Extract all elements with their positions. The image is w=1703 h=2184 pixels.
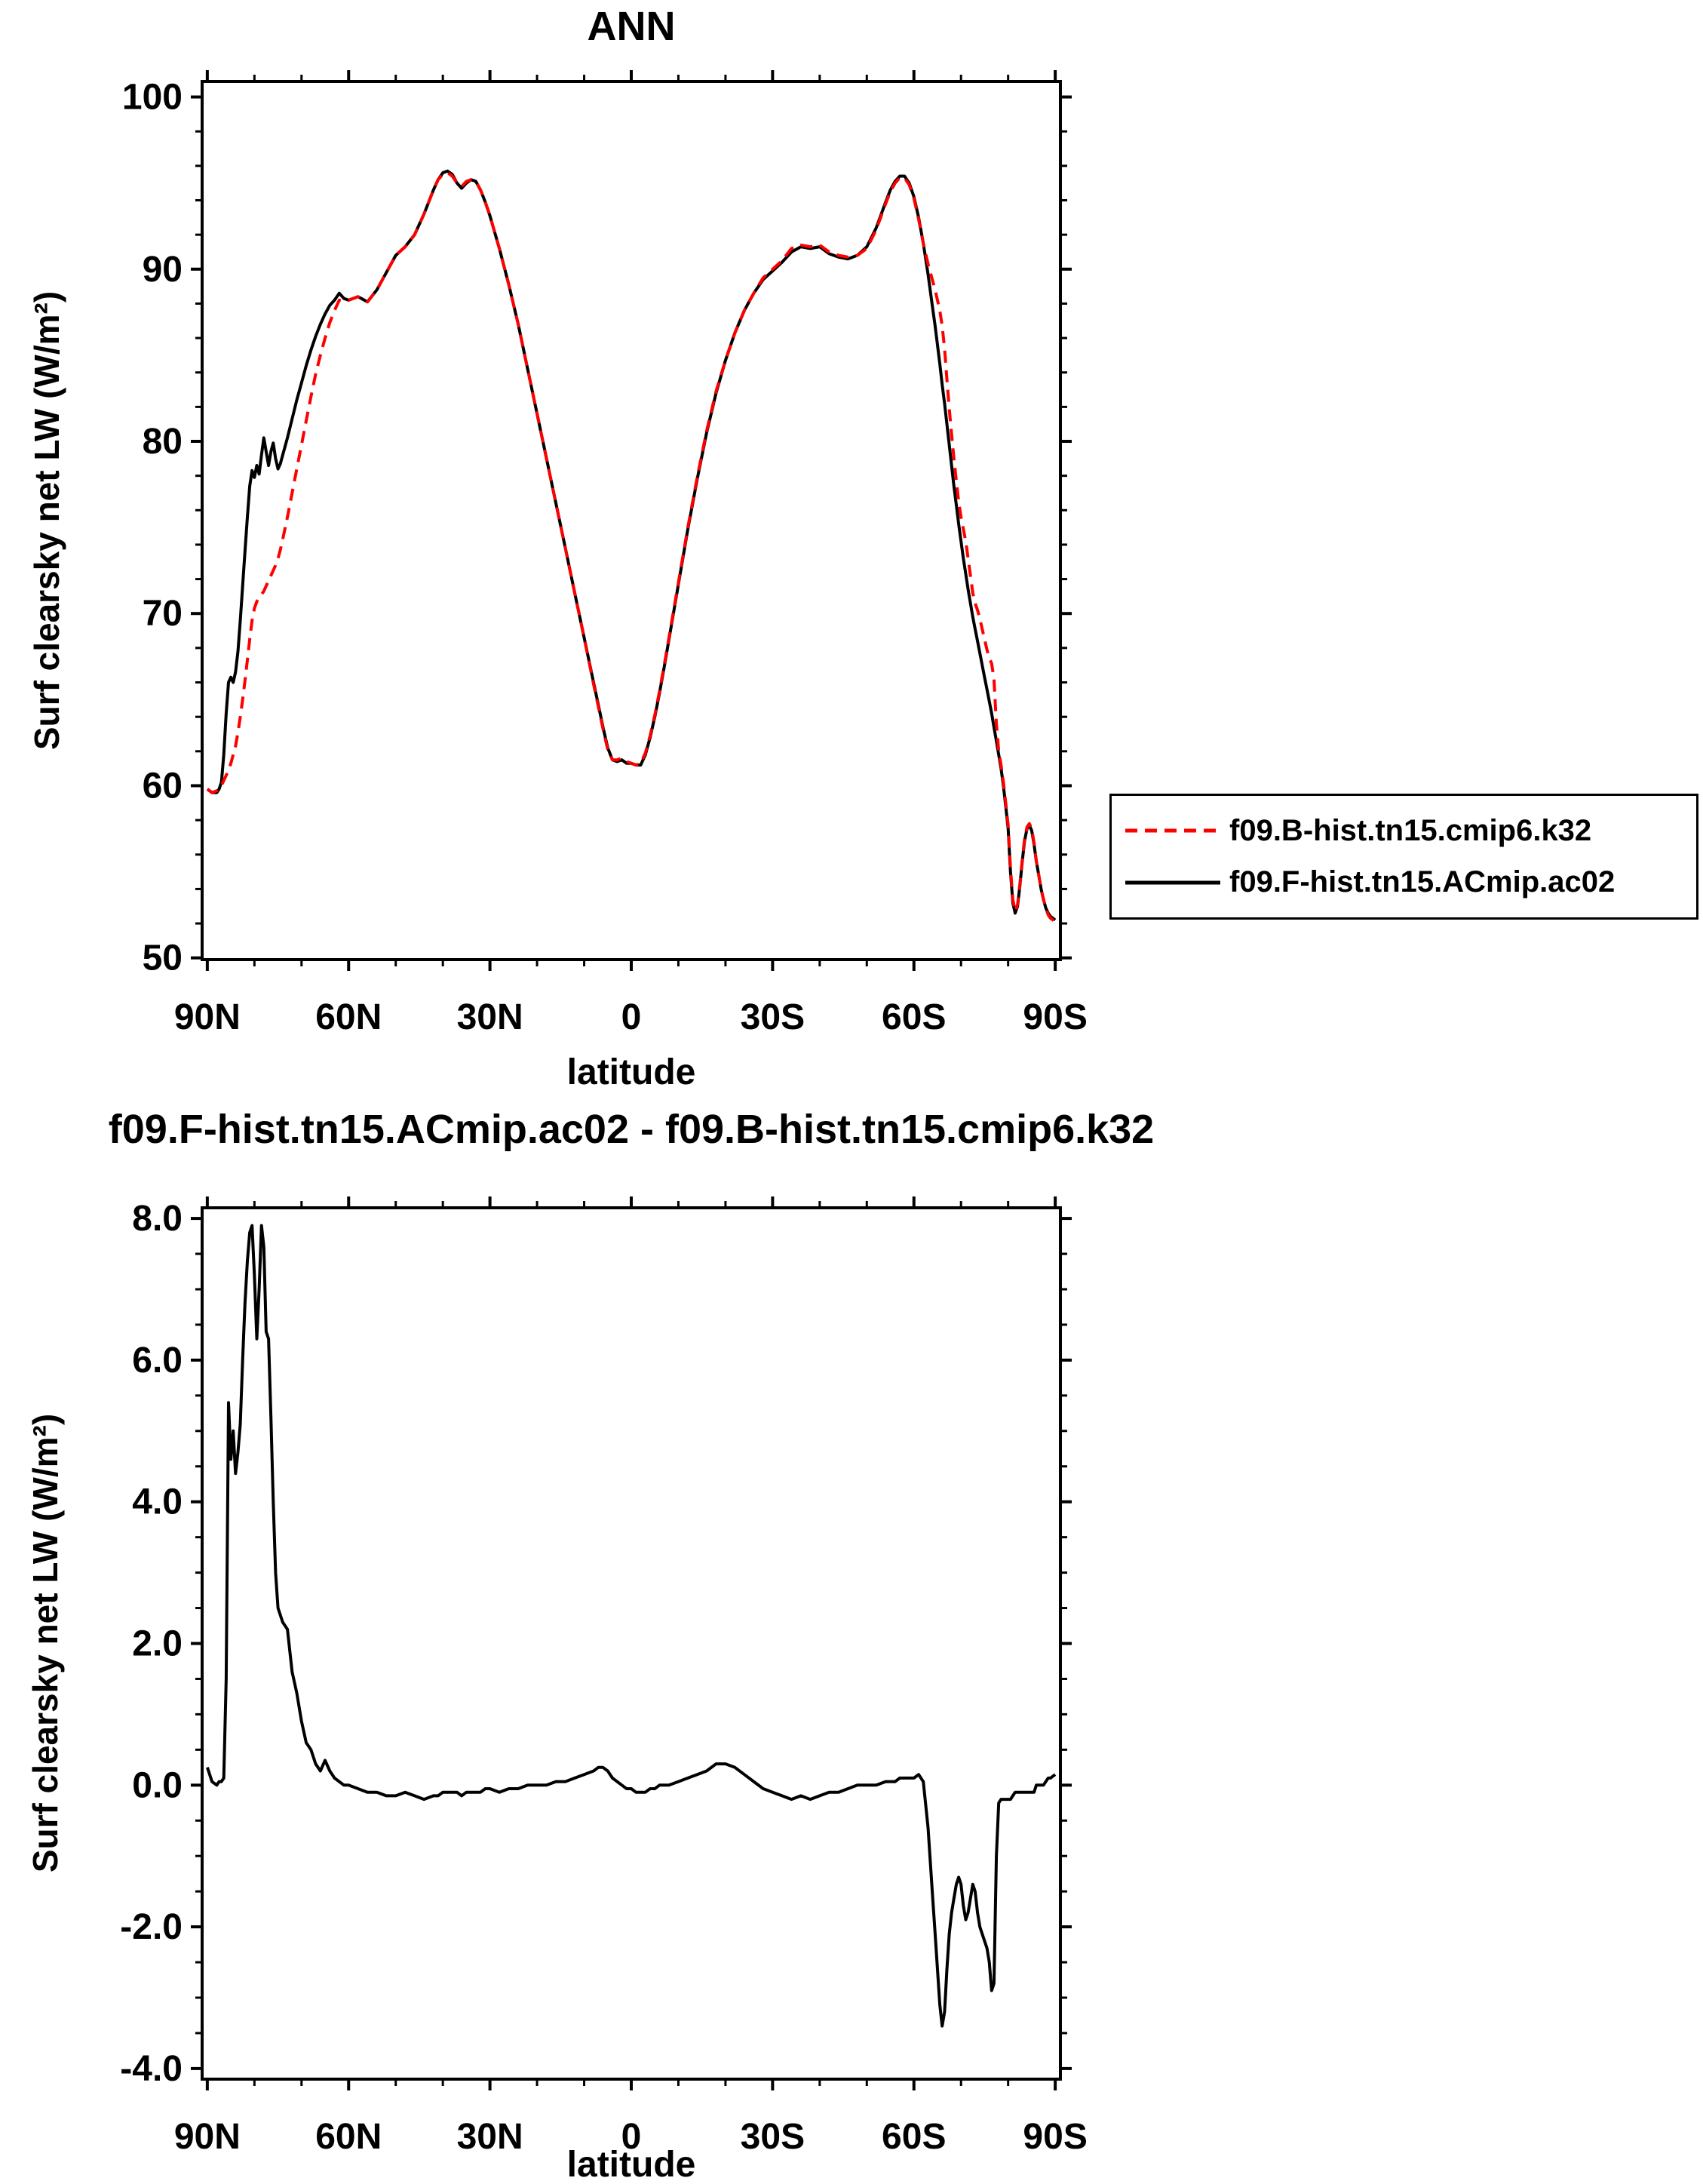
legend-label-b-hist: f09.B-hist.tn15.cmip6.k32 [1229, 813, 1592, 847]
x-tick-label: 60S [882, 997, 946, 1037]
x-tick-label: 90N [174, 997, 241, 1037]
legend: f09.B-hist.tn15.cmip6.k32 f09.F-hist.tn1… [1109, 794, 1698, 920]
y-tick-label: 2.0 [132, 1624, 183, 1664]
y-tick-label: 0.0 [132, 1765, 183, 1805]
y-tick-label: 90 [143, 250, 183, 290]
x-tick-label: 90S [1023, 2117, 1087, 2157]
legend-label-f-hist: f09.F-hist.tn15.ACmip.ac02 [1229, 865, 1616, 899]
y-tick-label: 6.0 [132, 1341, 183, 1381]
x-tick-label: 60N [315, 997, 382, 1037]
axis-frame [201, 1206, 1062, 2081]
y-tick-label: 80 [143, 422, 183, 462]
bottom-chart-title: f09.F-hist.tn15.ACmip.ac02 - f09.B-hist.… [108, 1107, 1155, 1152]
y-tick-label: -4.0 [120, 2049, 183, 2089]
y-tick-label: -2.0 [120, 1907, 183, 1947]
x-tick-label: 30N [457, 997, 523, 1037]
series-line-0 [206, 169, 1057, 922]
x-tick-label: 30S [741, 997, 805, 1037]
bottom-chart-ylabel: Surf clearsky net LW (W/m²) [26, 1413, 65, 1873]
x-tick-label: 60N [315, 2117, 382, 2157]
x-tick-label: 0 [621, 2117, 642, 2157]
chart-area-0: 90N 60N 30N 0 30S 60S 90S 50 60 70 80 90 100 [122, 70, 1088, 1037]
x-tick-label: 60S [882, 2117, 946, 2157]
chart-area-1: 90N 60N 30N 0 30S 60S 90S -4.0 -2.0 0.0 2.0 4.0 6.0 8… [120, 1196, 1088, 2157]
y-tick-label: 60 [143, 766, 183, 806]
legend-item-f-hist: f09.F-hist.tn15.ACmip.ac02 [1124, 865, 1696, 899]
y-tick-label: 100 [122, 78, 183, 118]
x-tick-label: 30S [741, 2117, 805, 2157]
legend-item-b-hist: f09.B-hist.tn15.cmip6.k32 [1124, 814, 1696, 848]
y-tick-label: 8.0 [132, 1199, 183, 1239]
x-tick-label: 90S [1023, 997, 1087, 1037]
dashed-red-line-icon [1125, 828, 1220, 833]
series-line-0 [206, 1224, 1057, 2028]
y-tick-label: 4.0 [132, 1482, 183, 1522]
x-tick-label: 0 [621, 997, 642, 1037]
solid-black-line-icon [1125, 880, 1220, 885]
top-chart-xlabel: latitude [566, 1052, 696, 1092]
top-chart-title: ANN [587, 4, 676, 49]
x-tick-label: 30N [457, 2117, 523, 2157]
x-tick-label: 90N [174, 2117, 241, 2157]
y-tick-label: 70 [143, 594, 183, 634]
axis-frame [201, 80, 1062, 961]
bottom-chart-xlabel: latitude [566, 2145, 696, 2184]
y-tick-label: 50 [143, 938, 183, 978]
top-chart-ylabel: Surf clearsky net LW (W/m²) [27, 290, 66, 751]
series-line-1 [206, 171, 1057, 923]
